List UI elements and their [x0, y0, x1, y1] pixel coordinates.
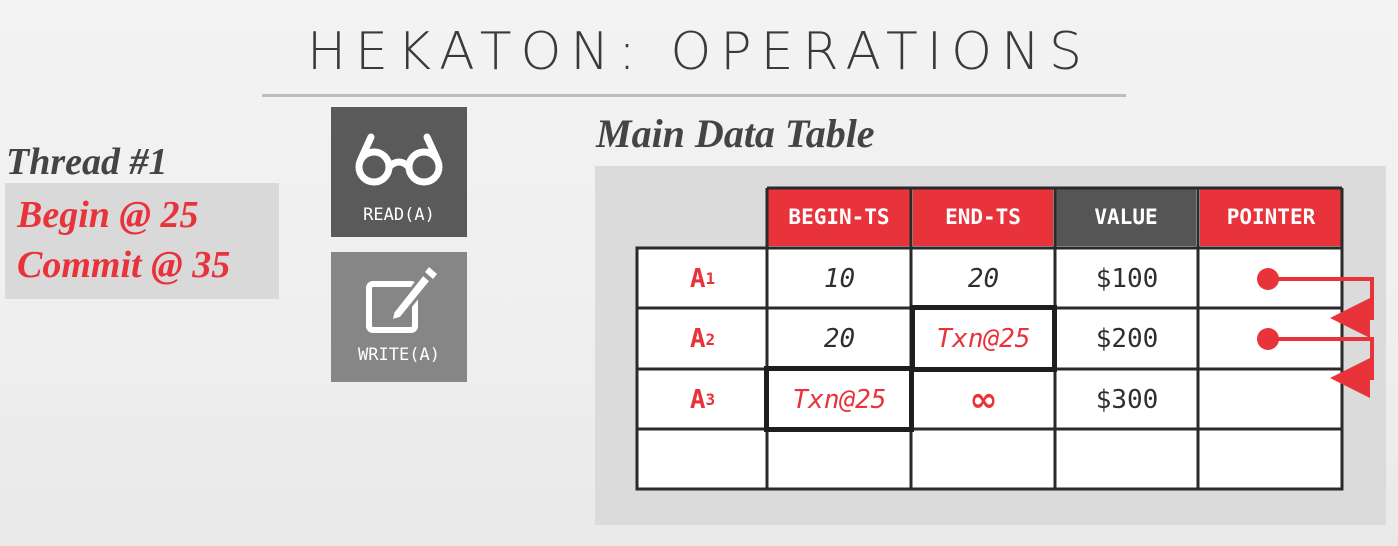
thread-commit: Commit @ 35	[17, 244, 231, 286]
header-pointer: POINTER	[1200, 188, 1342, 246]
cell-value: $100	[1058, 251, 1196, 306]
cell-end-ts: Txn@25	[914, 311, 1053, 367]
highlight-begin-ts-a3	[764, 366, 914, 432]
read-operation-button[interactable]: READ(A)	[331, 107, 467, 237]
thread-begin: Begin @ 25	[17, 194, 199, 236]
slide-title: HEKATON: OPERATIONS	[307, 22, 1091, 82]
write-operation-button[interactable]: WRITE(A)	[331, 252, 467, 382]
write-label: WRITE(A)	[358, 345, 440, 365]
cell-value: $200	[1058, 311, 1196, 367]
read-label: READ(A)	[363, 205, 435, 225]
header-begin-ts: BEGIN-TS	[768, 188, 910, 246]
edit-icon	[366, 267, 437, 333]
cell-end-ts: ∞	[914, 372, 1053, 427]
header-end-ts: END-TS	[913, 188, 1053, 246]
thread-info-box: Begin @ 25 Commit @ 35	[5, 183, 279, 299]
thread-title: Thread #1	[6, 141, 168, 183]
cell-end-ts: 20	[914, 251, 1053, 306]
highlight-end-ts-a2	[910, 305, 1057, 372]
header-value: VALUE	[1056, 188, 1196, 246]
cell-begin-ts: 10	[770, 251, 909, 306]
main-table-heading: Main Data Table	[596, 111, 875, 156]
title-divider	[262, 94, 1126, 97]
cell-begin-ts: 20	[770, 311, 909, 367]
cell-begin-ts: Txn@25	[770, 372, 909, 427]
glasses-icon	[355, 133, 443, 186]
cell-value: $300	[1058, 372, 1196, 427]
